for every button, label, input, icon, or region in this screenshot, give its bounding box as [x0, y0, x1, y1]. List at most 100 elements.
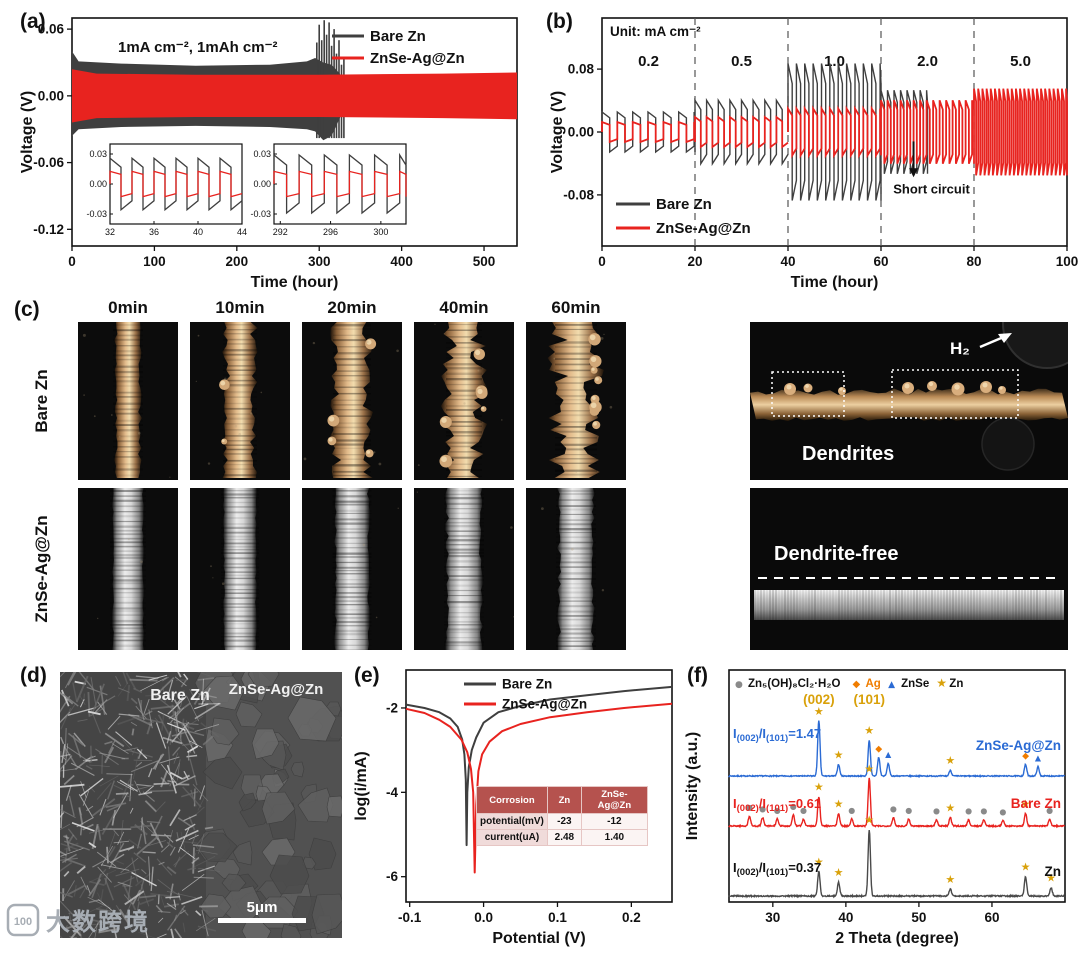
- znse-photo-svg: Dendrite-free: [750, 488, 1068, 650]
- micro-znse-ag-zn-0: [78, 488, 178, 650]
- star-marker: ★: [1021, 797, 1031, 810]
- x-axis-label: 2 Theta (degree): [835, 930, 959, 947]
- legend-label: ZnSe-Ag@Zn: [502, 697, 587, 712]
- tick-label: 60: [873, 254, 888, 269]
- tick-label: -0.1: [398, 910, 422, 925]
- xrd-trace-0: [728, 720, 1066, 779]
- micro-bare-zn-2: [302, 322, 402, 480]
- star-marker: ★: [864, 814, 874, 827]
- tick-label: -4: [386, 785, 398, 800]
- micro-bare-zn-3: [414, 322, 514, 480]
- diamond-marker: ◆: [1022, 751, 1029, 761]
- panel-d: (d) Bare Zn ZnSe-Ag@Zn 5μm: [12, 656, 353, 952]
- sem-image: Bare Zn ZnSe-Ag@Zn 5μm: [49, 659, 353, 951]
- tick-label: 40: [838, 910, 853, 925]
- legend-label: Zn: [949, 678, 963, 690]
- intensity-ratio-label: I(002)/I(101)=1.47: [733, 726, 821, 744]
- col-header-3: 40min: [439, 298, 489, 317]
- dot-marker: ●: [999, 807, 1006, 816]
- tick-label: 0.00: [568, 125, 594, 140]
- cycling-band-1: [72, 69, 517, 123]
- corrosion-value-1-2: 1.40: [580, 829, 648, 846]
- h2-label: H₂: [950, 339, 970, 358]
- star-marker: ★: [945, 754, 955, 767]
- micro-znse-ag-zn-3: [414, 488, 514, 650]
- dot-marker: ●: [774, 806, 781, 815]
- y-axis-label: Voltage (V): [19, 91, 36, 173]
- corrosion-row-label-1: current(uA): [476, 829, 548, 846]
- bare-zn-macro-photo: H₂ Dendrites: [750, 279, 1080, 480]
- tick-label: -0.12: [33, 222, 64, 237]
- tick-label: 300: [308, 254, 331, 269]
- tick-label: 80: [966, 254, 981, 269]
- star-marker: ★: [864, 762, 874, 775]
- star-marker: ★: [1046, 872, 1056, 885]
- star-legend-marker: ★: [936, 676, 947, 690]
- panel-c-label: (c): [14, 298, 40, 321]
- dot-marker: ●: [933, 807, 940, 816]
- tafel-plot: -0.1 0.0 0.1 0.2 -6 -4 -2 Potential (V) log(i/mA…: [353, 669, 673, 947]
- panel-e-label: (e): [354, 664, 380, 687]
- xrd-trace-name: ZnSe-Ag@Zn: [976, 738, 1061, 753]
- rate-label: 2.0: [917, 53, 938, 70]
- dot-marker: ●: [965, 807, 972, 816]
- rate-label: 5.0: [1010, 53, 1031, 70]
- current-density-annotation: 1mA cm⁻², 1mAh cm⁻²: [118, 39, 278, 56]
- corrosion-header-0: Corrosion: [476, 786, 548, 814]
- micro-bare-zn-1: [190, 322, 290, 480]
- panel-c: (c) 0min 10min 20min 40min 60min Bare Zn…: [0, 279, 1080, 656]
- inset-tick-label: 292: [273, 227, 288, 237]
- triangle-legend-marker: ▲: [888, 680, 895, 690]
- xrd-trace-1: [728, 777, 1066, 829]
- tick-label: 30: [765, 910, 780, 925]
- rate-series-1: [601, 88, 1068, 176]
- unit-label: Unit: mA cm⁻²: [610, 24, 701, 39]
- short-circuit-label: Short circuit: [893, 181, 970, 196]
- tick-label: -0.08: [563, 187, 594, 202]
- tick-label: 0.08: [568, 62, 595, 77]
- corrosion-row-label-0: potential(mV): [476, 813, 548, 830]
- intensity-ratio-label: I(002)/I(101)=0.37: [733, 860, 821, 878]
- legend-label: Bare Zn: [370, 28, 426, 45]
- inset-tick-label: 40: [193, 227, 203, 237]
- y-axis-label: log(i/mA): [353, 751, 370, 820]
- rate-label: 1.0: [824, 53, 845, 70]
- triangle-marker: ▲: [885, 750, 892, 759]
- tick-label: -6: [386, 869, 398, 884]
- star-marker: ★: [864, 724, 874, 737]
- micro-bare-zn-4: [526, 322, 626, 480]
- x-axis-label: Time (hour): [251, 274, 339, 291]
- dot-marker: ●: [980, 807, 987, 816]
- hkl-peak-label: (002): [803, 692, 835, 707]
- dot-marker: ●: [800, 806, 807, 815]
- legend-label: ZnSe-Ag@Zn: [370, 50, 465, 67]
- corrosion-value-0-1: -23: [546, 813, 582, 830]
- inset-tick-label: 0.00: [89, 179, 107, 189]
- dot-marker: ●: [848, 806, 855, 815]
- tick-label: 60: [984, 910, 999, 925]
- sem-znse-label: ZnSe-Ag@Zn: [229, 681, 324, 698]
- tick-label: 0.2: [622, 910, 641, 925]
- corrosion-value-1-1: 2.48: [546, 829, 582, 846]
- legend-label: Ag: [866, 678, 881, 690]
- watermark-logo-icon: 100: [6, 903, 40, 936]
- tick-label: 200: [226, 254, 249, 269]
- panel-f: (f) 30 40 50 60 2 Theta (degree) Intensity (a…: [683, 658, 1080, 952]
- tick-label: 40: [780, 254, 795, 269]
- rate-label: 0.2: [638, 53, 659, 70]
- inset-tick-label: 32: [105, 227, 115, 237]
- corrosion-value-0-2: -12: [580, 813, 648, 830]
- tick-label: 0.00: [38, 88, 64, 103]
- inset-tick-label: -0.03: [250, 209, 271, 219]
- triangle-marker: ▲: [1035, 754, 1042, 763]
- legend-label: ZnSe: [901, 678, 929, 690]
- xrd-trace-2: [728, 830, 1066, 899]
- dot-legend-marker: ●: [735, 680, 743, 690]
- tick-label: -0.06: [33, 155, 64, 170]
- inset-tick-label: 300: [373, 227, 388, 237]
- rate-label: 0.5: [731, 53, 752, 70]
- star-marker: ★: [1021, 860, 1031, 873]
- legend-b: Bare Zn ZnSe-Ag@Zn: [616, 196, 751, 237]
- xrd-trace-name: Zn: [1045, 864, 1062, 879]
- watermark: 100 大数跨境: [6, 902, 150, 937]
